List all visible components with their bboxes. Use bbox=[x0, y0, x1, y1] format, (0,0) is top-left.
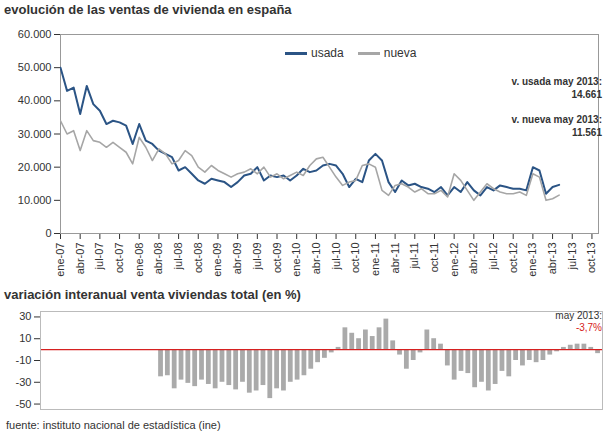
svg-text:20.000: 20.000 bbox=[18, 161, 52, 173]
html-text:nueva: nueva bbox=[383, 46, 417, 60]
svg-text:ene-09: ene-09 bbox=[211, 243, 223, 277]
svg-text:-10: -10 bbox=[16, 354, 32, 366]
svg-text:abr-07: abr-07 bbox=[74, 243, 86, 275]
svg-text:ene-13: ene-13 bbox=[526, 243, 538, 277]
svg-text:30: 30 bbox=[19, 310, 31, 322]
svg-text:60.000: 60.000 bbox=[18, 28, 52, 40]
html-text:variación interanual venta viv: variación interanual venta viviendas tot… bbox=[4, 287, 301, 302]
svg-text:oct-11: oct-11 bbox=[428, 243, 440, 273]
svg-text:50.000: 50.000 bbox=[18, 61, 52, 73]
svg-text:oct-09: oct-09 bbox=[271, 243, 283, 274]
svg-text:-30: -30 bbox=[16, 376, 32, 388]
svg-text:abr-13: abr-13 bbox=[546, 243, 558, 275]
svg-text:40.000: 40.000 bbox=[18, 94, 52, 106]
svg-text:jul-11: jul-11 bbox=[408, 243, 420, 270]
svg-text:ene-12: ene-12 bbox=[448, 243, 460, 277]
svg-text:abr-08: abr-08 bbox=[152, 243, 164, 275]
svg-text:-50: -50 bbox=[16, 398, 32, 410]
svg-text:oct-08: oct-08 bbox=[192, 243, 204, 274]
html-text:v. usada may 2013:: v. usada may 2013: bbox=[511, 76, 602, 87]
svg-text:ene-10: ene-10 bbox=[290, 243, 302, 277]
svg-text:jul-09: jul-09 bbox=[251, 243, 263, 271]
svg-text:jul-13: jul-13 bbox=[566, 243, 578, 271]
html-text:11.561: 11.561 bbox=[572, 127, 602, 138]
svg-text:abr-11: abr-11 bbox=[389, 243, 401, 274]
html-text:fuente: instituto nacional de: fuente: instituto nacional de estadístic… bbox=[6, 419, 221, 431]
svg-text:ene-07: ene-07 bbox=[54, 243, 66, 277]
svg-text:ene-08: ene-08 bbox=[133, 243, 145, 277]
html-text:may 2013:: may 2013: bbox=[555, 310, 602, 321]
svg-text:abr-10: abr-10 bbox=[310, 243, 322, 275]
svg-text:30.000: 30.000 bbox=[18, 128, 52, 140]
svg-text:oct-07: oct-07 bbox=[113, 243, 125, 274]
svg-text:jul-10: jul-10 bbox=[330, 243, 342, 271]
svg-text:jul-07: jul-07 bbox=[93, 243, 105, 271]
svg-text:abr-09: abr-09 bbox=[231, 243, 243, 275]
svg-text:oct-13: oct-13 bbox=[585, 243, 597, 274]
svg-text:10: 10 bbox=[19, 332, 31, 344]
svg-text:ene-11: ene-11 bbox=[369, 243, 381, 276]
svg-text:10.000: 10.000 bbox=[18, 194, 52, 206]
svg-text:abr-12: abr-12 bbox=[467, 243, 479, 275]
svg-text:jul-08: jul-08 bbox=[172, 243, 184, 271]
html-text:-3,7%: -3,7% bbox=[575, 322, 602, 333]
html-text:v. nueva may 2013:: v. nueva may 2013: bbox=[511, 114, 602, 125]
html-text:evolución de las ventas de viv: evolución de las ventas de vivienda en e… bbox=[4, 2, 292, 17]
svg-text:oct-10: oct-10 bbox=[349, 243, 361, 274]
svg-text:oct-12: oct-12 bbox=[507, 243, 519, 274]
svg-text:0: 0 bbox=[45, 227, 51, 239]
html-text:usada: usada bbox=[311, 46, 344, 60]
svg-text:jul-12: jul-12 bbox=[487, 243, 499, 271]
html-text:14.661: 14.661 bbox=[571, 89, 602, 100]
